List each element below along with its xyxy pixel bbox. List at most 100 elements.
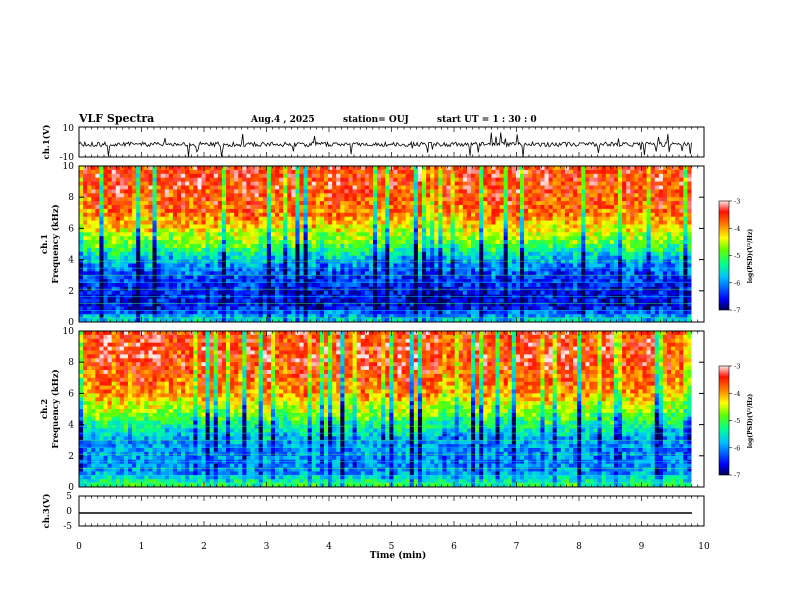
ch1-spec-cell [87, 314, 92, 319]
ch1-spec-cell [266, 185, 272, 190]
ch1-spec-cell [119, 290, 125, 296]
ch1-spec-cell [266, 302, 272, 307]
ch1-spec-cell [487, 224, 492, 229]
ch1-spec-cell [119, 166, 125, 171]
ch1-spec-cell [156, 173, 162, 179]
ch1-spec-cell [270, 275, 276, 280]
ch1-spec-cell [515, 232, 521, 237]
ch1-spec-cell [405, 197, 411, 202]
ch1-spec-cell [560, 166, 566, 171]
ch1-spec-cell [401, 294, 407, 299]
ch1-spec-cell [177, 259, 182, 264]
ch1-spec-cell [409, 173, 415, 179]
ch1-spec-cell [311, 208, 317, 214]
ch1-spec-cell [258, 314, 264, 319]
ch1-spec-cell [417, 247, 423, 253]
ch1-spec-cell [115, 251, 121, 257]
ch1-spec-cell [185, 247, 190, 253]
ch1-spec-cell [123, 185, 129, 190]
ch1-spec-cell [499, 247, 505, 253]
ch1-spec-cell [528, 318, 533, 323]
ch1-spec-cell [389, 244, 394, 249]
ch1-spec-cell [356, 228, 362, 233]
ch1-spec-cell [266, 267, 272, 272]
ch1-spec-cell [405, 185, 411, 190]
ch1-spec-cell [573, 193, 578, 198]
ch1-spec-cell [377, 228, 382, 233]
ch1-spec-cell [450, 193, 456, 198]
ch1-spec-cell [201, 224, 206, 229]
ch1-spec-cell [573, 189, 578, 194]
ch1-spec-cell [438, 271, 443, 276]
ch1-spec-cell [544, 306, 549, 311]
ch1-spec-cell [140, 283, 145, 288]
ch1-spec-cell [491, 244, 496, 249]
ch1-spec-cell [83, 271, 88, 276]
ch1-spec-cell [226, 169, 231, 175]
ch1-spec-cell [262, 220, 268, 225]
ch1-spec-cell [552, 279, 558, 284]
ch1-spec-cell [495, 177, 500, 182]
ch1-spec-cell [360, 173, 366, 179]
ch1-spec-cell [573, 220, 578, 225]
ch1-spec-cell [340, 216, 345, 221]
ch1-spec-cell [381, 298, 386, 303]
ch1-spec-cell [119, 185, 125, 190]
ch1-spec-cell [536, 193, 541, 198]
ch1-spec-cell [299, 290, 304, 296]
ch1-spec-cell [307, 189, 313, 194]
ch1-spec-cell [405, 232, 411, 237]
ch1-spec-cell [344, 201, 349, 206]
ch1-ytick-top: 10 [63, 124, 75, 134]
ch1-spec-cell [177, 255, 182, 260]
ch1-spec-cell [156, 208, 162, 214]
ch1-spec-cell [319, 181, 325, 186]
ch1-spec-cell [99, 251, 104, 257]
ch1-spec-cell [528, 177, 533, 182]
ch1-spec-cell [172, 251, 178, 257]
ch1-spec-cell [438, 275, 443, 280]
ch1-spec-cell [324, 208, 329, 214]
ch1-spec-cell [409, 275, 415, 280]
ch1-spec-cell [115, 263, 121, 268]
ch1-spec-cell [287, 173, 292, 179]
ch1-spec-cell [99, 220, 104, 225]
ch1-spec-cell [217, 275, 223, 280]
ch1-spec-cell [466, 310, 472, 315]
ch1-spec-cell [450, 251, 456, 257]
ch1-spec-cell [291, 220, 296, 225]
ch1-spec-cell [258, 306, 264, 311]
ch1-spec-cell [279, 216, 284, 221]
ch1-spec-cell [209, 279, 215, 284]
ch1-spec-cell [336, 298, 341, 303]
ch1-spec-cell [528, 193, 533, 198]
ch1-spec-cell [503, 228, 509, 233]
ch1-spec-cell [189, 290, 194, 296]
ch1-spec-cell [107, 201, 113, 206]
ch1-spec-cell [373, 185, 378, 190]
ch1-spec-cell [507, 197, 513, 202]
ch1-spec-cell [148, 247, 153, 253]
ch1-spec-cell [536, 283, 541, 288]
ch1-spec-cell [83, 251, 88, 257]
ch1-spec-cell [487, 236, 492, 241]
ch1-spec-cell [201, 193, 206, 198]
ch1-spec-cell [332, 173, 337, 179]
ch1-spec-cell [99, 244, 104, 249]
ch1-spec-cell [393, 169, 398, 175]
ch1-spec-cell [560, 177, 566, 182]
ch1-spec-cell [266, 310, 272, 315]
ch1-spec-cell [291, 259, 296, 264]
ch1-spec-cell [360, 193, 366, 198]
ch1-spec-cell [483, 208, 488, 214]
ch1-spec-cell [426, 185, 431, 190]
ch1-spec-cell [213, 216, 219, 221]
ch1-spec-cell [172, 310, 178, 315]
ch1-spec-cell [487, 263, 492, 268]
ch1-spec-cell [397, 298, 402, 303]
ch1-spec-cell [152, 251, 157, 257]
ch1-spec-cell [177, 185, 182, 190]
ch1-spec-cell [87, 263, 92, 268]
ch1-spec-cell [299, 173, 304, 179]
ch1-spec-cell [499, 279, 505, 284]
